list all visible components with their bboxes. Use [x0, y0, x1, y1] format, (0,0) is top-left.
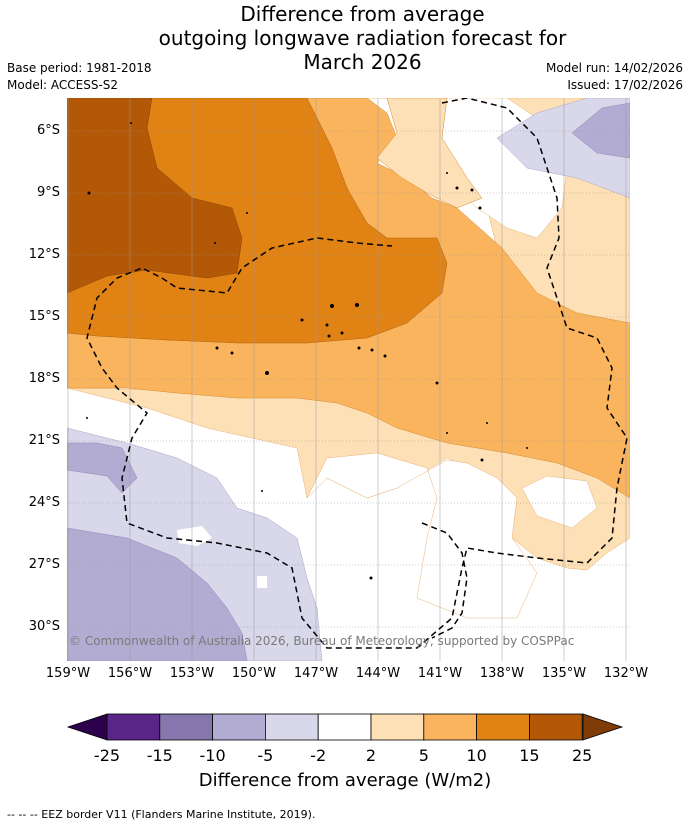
- lat-label: 12°S: [28, 247, 60, 262]
- chart-title: Difference from average outgoing longwav…: [0, 2, 690, 74]
- colorbar-tick-label: 2: [365, 746, 377, 765]
- colorbar-under-arrow: [66, 713, 108, 741]
- anomaly-map: [67, 98, 630, 661]
- colorbar-segment: [528, 713, 583, 741]
- lat-label: 6°S: [36, 123, 60, 138]
- lon-label: 141°W: [417, 666, 463, 681]
- colorbar-tick-label: -5: [257, 746, 274, 765]
- island-markers: [86, 122, 528, 580]
- title-line-1: Difference from average: [240, 2, 485, 26]
- graticule: [67, 98, 630, 661]
- lon-label: 150°W: [231, 666, 277, 681]
- colorbar-tick-label: -25: [93, 746, 121, 765]
- lat-label: 9°S: [36, 185, 60, 200]
- colorbar-segment: [370, 713, 425, 741]
- anomaly-region-neg5-10: [67, 442, 138, 494]
- lon-label: 156°W: [107, 666, 153, 681]
- issued-date: Issued: 17/02/2026: [567, 78, 683, 92]
- colorbar-segment: [106, 713, 161, 741]
- model-name: Model: ACCESS-S2: [7, 78, 119, 92]
- lat-label: 18°S: [28, 371, 60, 386]
- colorbar: [66, 713, 624, 741]
- colorbar-tick-label: 5: [418, 746, 429, 765]
- colorbar-tick-label: 15: [519, 746, 540, 765]
- model-run: Model run: 14/02/2026: [545, 61, 683, 75]
- anomaly-region-15-25: [67, 98, 243, 294]
- eez-border: [86, 98, 628, 649]
- colorbar-segment: [317, 713, 372, 741]
- lat-label: 15°S: [28, 309, 60, 324]
- title-line-3: March 2026: [303, 50, 422, 74]
- eez-footnote: -- -- -- EEZ border V11 (Flanders Marine…: [7, 808, 316, 821]
- colorbar-tick-label: 25: [572, 746, 593, 765]
- neutral-region-south: [306, 452, 538, 619]
- colorbar-tick-label: 10: [466, 746, 487, 765]
- meta-left: Base period: 1981-2018 Model: ACCESS-S2: [7, 60, 152, 94]
- lon-label: 147°W: [293, 666, 339, 681]
- base-period: Base period: 1981-2018: [7, 61, 152, 75]
- lat-label: 30°S: [28, 619, 60, 634]
- lat-label: 24°S: [28, 495, 60, 510]
- lon-label: 132°W: [603, 666, 649, 681]
- lon-label: 144°W: [355, 666, 401, 681]
- lat-label: 21°S: [28, 433, 60, 448]
- colorbar-segment: [476, 713, 530, 741]
- colorbar-tick-label: -2: [310, 746, 327, 765]
- copyright-notice: © Commonwealth of Australia 2026, Bureau…: [69, 634, 575, 648]
- lat-label: 27°S: [28, 557, 60, 572]
- anomaly-region-neg5-10-sw: [67, 527, 248, 661]
- meta-right: Model run: 14/02/2026 Issued: 17/02/2026: [546, 60, 683, 94]
- colorbar-over-arrow: [582, 713, 624, 741]
- anomaly-region-10-15: [67, 98, 448, 344]
- neutral-patch: [257, 576, 267, 588]
- title-line-2: outgoing longwave radiation forecast for: [158, 26, 567, 50]
- colorbar-segment: [212, 713, 266, 741]
- lon-label: 135°W: [541, 666, 587, 681]
- neutral-patch: [177, 526, 212, 546]
- anomaly-region-2-5-bay: [376, 98, 483, 209]
- colorbar-segment: [423, 713, 477, 741]
- colorbar-segment: [264, 713, 319, 741]
- anomaly-region-neg5-10-ne: [571, 102, 630, 159]
- lon-label: 159°W: [45, 666, 91, 681]
- eez-border-south: [421, 522, 468, 639]
- lon-label: 153°W: [169, 666, 215, 681]
- colorbar-title: Difference from average (W/m2): [198, 770, 492, 791]
- colorbar-tick-label: -10: [199, 746, 226, 765]
- colorbar-tick-label: -15: [146, 746, 173, 765]
- lon-label: 138°W: [479, 666, 525, 681]
- neutral-region-se: [521, 475, 598, 529]
- colorbar-segment: [159, 713, 214, 741]
